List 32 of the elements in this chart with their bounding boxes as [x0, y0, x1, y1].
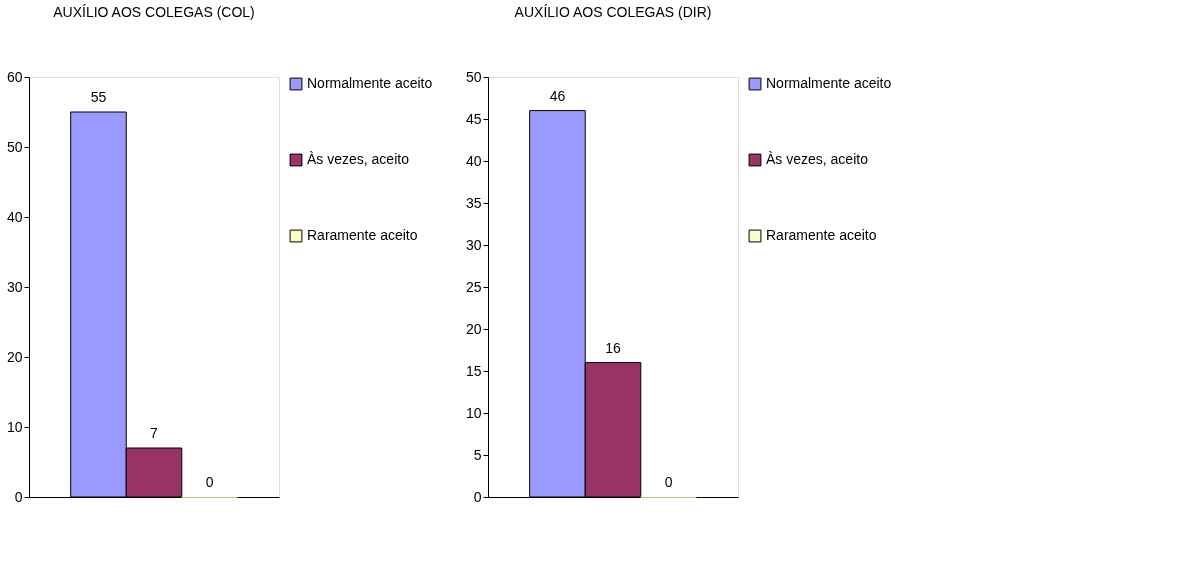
- data-label: 46: [549, 87, 566, 104]
- legend-label: Às vezes, aceito: [307, 151, 410, 167]
- legend-label: Raramente aceito: [307, 227, 418, 243]
- y-tick-label: 50: [6, 138, 23, 155]
- y-tick-label: 35: [465, 194, 482, 211]
- data-label: 55: [90, 89, 107, 105]
- data-label: 0: [664, 474, 673, 490]
- y-tick-label: 50: [465, 68, 482, 85]
- y-tick-label: 30: [6, 278, 23, 295]
- legend-label: Às vezes, aceito: [766, 151, 869, 167]
- y-tick-label: 20: [465, 320, 482, 337]
- y-tick-label: 40: [6, 208, 23, 225]
- y-tick-label: 15: [465, 362, 482, 379]
- y-tick-label: 30: [465, 236, 482, 253]
- data-label: 7: [150, 425, 159, 441]
- chart-title: AUXÍLIO AOS COLEGAS (DIR): [514, 4, 712, 20]
- y-tick-label: 0: [14, 488, 23, 505]
- legend-label: Raramente aceito: [766, 227, 877, 243]
- legend-label: Normalmente aceito: [766, 75, 892, 91]
- y-tick-label: 10: [6, 418, 23, 435]
- y-tick-label: 25: [465, 278, 482, 295]
- y-tick-label: 40: [465, 152, 482, 169]
- data-label: 0: [205, 474, 214, 490]
- y-tick-label: 45: [465, 110, 482, 127]
- y-tick-label: 10: [465, 404, 482, 421]
- chart-title: AUXÍLIO AOS COLEGAS (COL): [53, 4, 255, 20]
- y-tick-label: 5: [473, 446, 482, 463]
- y-tick-label: 0: [473, 488, 482, 505]
- y-tick-label: 20: [6, 348, 23, 365]
- data-label: 16: [605, 339, 621, 356]
- legend-label: Normalmente aceito: [307, 75, 433, 91]
- y-tick-label: 60: [6, 68, 23, 85]
